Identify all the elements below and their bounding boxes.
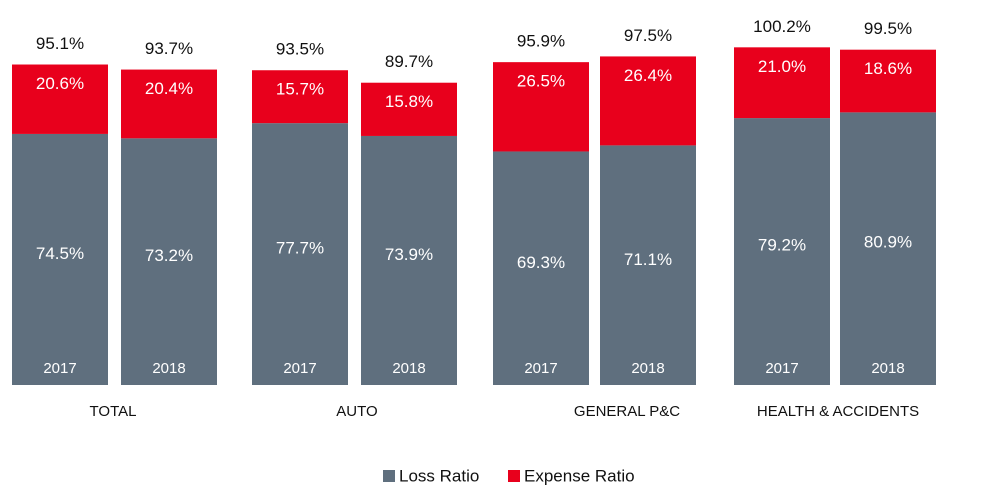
total-label: 93.7%: [145, 39, 193, 58]
loss-bar: [840, 112, 936, 385]
value-label: 20.6%: [36, 74, 84, 93]
value-label: 71.1%: [624, 250, 672, 269]
year-label: 2017: [524, 360, 557, 377]
loss-bar: [734, 118, 830, 385]
expense-bar: [493, 62, 589, 152]
group-label: HEALTH & ACCIDENTS: [757, 403, 919, 420]
value-label: 26.4%: [624, 66, 672, 85]
expense-bar: [734, 47, 830, 119]
year-label: 2017: [43, 360, 76, 377]
value-label: 20.4%: [145, 79, 193, 98]
value-label: 80.9%: [864, 233, 912, 252]
expense-bar: [252, 70, 348, 124]
year-label: 2018: [631, 360, 664, 377]
value-label: 18.6%: [864, 59, 912, 78]
year-label: 2018: [392, 360, 425, 377]
value-label: 21.0%: [758, 57, 806, 76]
total-label: 99.5%: [864, 19, 912, 38]
year-label: 2017: [283, 360, 316, 377]
legend-swatch: [508, 470, 520, 482]
year-label: 2017: [765, 360, 798, 377]
value-label: 26.5%: [517, 72, 565, 91]
value-label: 15.8%: [385, 92, 433, 111]
value-label: 73.2%: [145, 246, 193, 265]
value-label: 77.7%: [276, 238, 324, 257]
total-label: 97.5%: [624, 26, 672, 45]
legend-swatch: [383, 470, 395, 482]
value-label: 74.5%: [36, 244, 84, 263]
total-label: 100.2%: [753, 17, 811, 36]
year-label: 2018: [152, 360, 185, 377]
value-label: 15.7%: [276, 80, 324, 99]
loss-bar: [493, 151, 589, 385]
loss-bar: [121, 138, 217, 385]
total-label: 89.7%: [385, 52, 433, 71]
group-label: TOTAL: [90, 403, 137, 420]
expense-bar: [361, 82, 457, 136]
expense-bar: [840, 49, 936, 113]
loss-bar: [12, 133, 108, 385]
legend-label: Expense Ratio: [524, 466, 635, 485]
value-label: 73.9%: [385, 245, 433, 264]
total-label: 93.5%: [276, 40, 324, 59]
expense-bar: [12, 64, 108, 134]
expense-bar: [121, 69, 217, 139]
loss-bar: [361, 135, 457, 385]
legend-label: Loss Ratio: [399, 466, 479, 485]
group-label: AUTO: [336, 403, 377, 420]
value-label: 69.3%: [517, 253, 565, 272]
group-label: GENERAL P&C: [574, 403, 680, 420]
year-label: 2018: [871, 360, 904, 377]
expense-bar: [600, 56, 696, 146]
total-label: 95.9%: [517, 32, 565, 51]
total-label: 95.1%: [36, 34, 84, 53]
loss-bar: [600, 145, 696, 385]
value-label: 79.2%: [758, 236, 806, 255]
loss-bar: [252, 123, 348, 385]
